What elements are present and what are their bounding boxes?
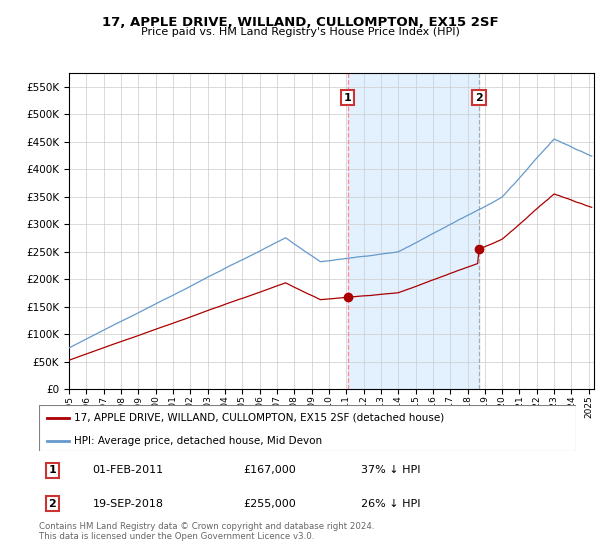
Text: £167,000: £167,000 [243, 465, 296, 475]
Text: 19-SEP-2018: 19-SEP-2018 [93, 499, 164, 509]
Text: 2: 2 [49, 499, 56, 509]
Text: 26% ↓ HPI: 26% ↓ HPI [361, 499, 421, 509]
Text: £255,000: £255,000 [243, 499, 296, 509]
Text: 2: 2 [475, 92, 483, 102]
Text: 17, APPLE DRIVE, WILLAND, CULLOMPTON, EX15 2SF: 17, APPLE DRIVE, WILLAND, CULLOMPTON, EX… [101, 16, 499, 29]
Text: Contains HM Land Registry data © Crown copyright and database right 2024.
This d: Contains HM Land Registry data © Crown c… [39, 522, 374, 542]
Text: 17, APPLE DRIVE, WILLAND, CULLOMPTON, EX15 2SF (detached house): 17, APPLE DRIVE, WILLAND, CULLOMPTON, EX… [74, 413, 444, 423]
Text: 1: 1 [49, 465, 56, 475]
Text: 01-FEB-2011: 01-FEB-2011 [93, 465, 164, 475]
Text: 1: 1 [344, 92, 352, 102]
Bar [347, 73, 479, 389]
Text: Price paid vs. HM Land Registry's House Price Index (HPI): Price paid vs. HM Land Registry's House … [140, 27, 460, 37]
Text: HPI: Average price, detached house, Mid Devon: HPI: Average price, detached house, Mid … [74, 436, 322, 446]
Text: 37% ↓ HPI: 37% ↓ HPI [361, 465, 421, 475]
